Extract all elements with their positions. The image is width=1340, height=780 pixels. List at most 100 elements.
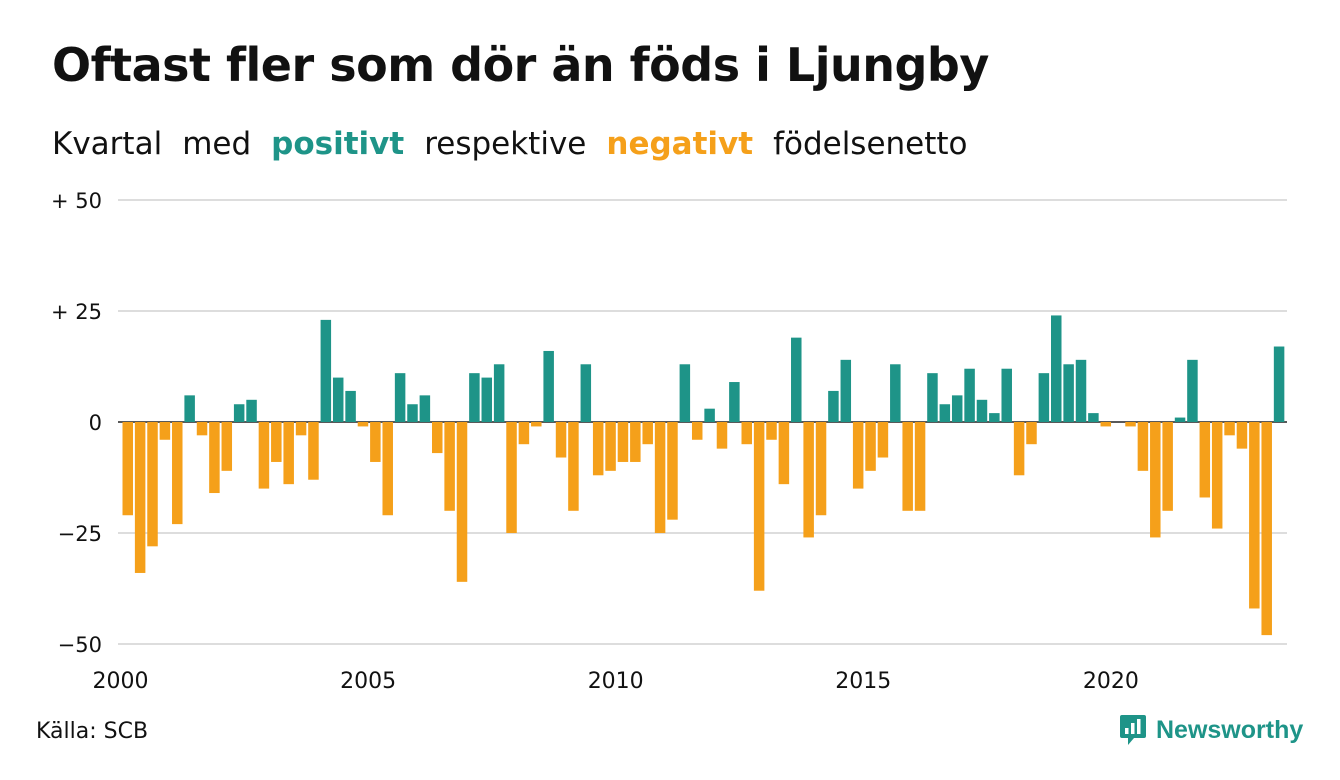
bar	[890, 364, 901, 422]
bar	[914, 422, 926, 511]
bar	[159, 422, 171, 440]
bar	[605, 422, 616, 471]
y-tick-label: 0	[89, 411, 102, 435]
bar	[1162, 422, 1173, 511]
bar	[927, 373, 938, 422]
bar	[555, 422, 567, 458]
subtitle-word: respektive	[424, 126, 587, 162]
bar	[233, 404, 245, 422]
bar	[729, 382, 740, 422]
bar	[283, 422, 294, 485]
bar	[1125, 422, 1136, 427]
x-tick-label: 2010	[588, 669, 644, 694]
bar	[332, 377, 344, 422]
x-tick-label: 2020	[1083, 669, 1139, 694]
bar	[1137, 422, 1149, 471]
bar	[989, 413, 1000, 422]
y-tick-label: + 25	[51, 300, 102, 324]
bar	[951, 395, 963, 422]
bar	[704, 408, 715, 422]
bar	[246, 399, 257, 422]
bar	[209, 422, 220, 494]
brand-logo: Newsworthy	[1118, 714, 1303, 746]
bar	[877, 422, 889, 458]
bar	[531, 422, 542, 427]
bar	[370, 422, 381, 462]
bar	[976, 399, 988, 422]
subtitle-positive-label: positivt	[271, 126, 405, 162]
bar	[778, 422, 790, 485]
bar	[172, 422, 183, 525]
bar	[964, 368, 975, 422]
bar	[147, 422, 158, 547]
bar	[543, 350, 554, 422]
bar	[592, 422, 604, 476]
bar	[184, 395, 195, 422]
bar	[1174, 417, 1186, 422]
bar	[803, 422, 814, 538]
bar	[828, 390, 839, 422]
source-note: Källa: SCB	[36, 719, 149, 744]
bar	[642, 422, 653, 445]
bar	[840, 359, 852, 422]
chart-title: Oftast fler som dör än föds i Ljungby	[52, 38, 989, 92]
bar	[1150, 422, 1161, 538]
bar	[1038, 373, 1050, 422]
y-tick-label: −25	[58, 522, 102, 546]
x-tick-label: 2000	[93, 669, 149, 694]
bar	[518, 422, 530, 445]
bar	[493, 364, 505, 422]
chart-subtitle: Kvartal med positivt respektive negativt föde…	[52, 126, 988, 162]
subtitle-word: med	[182, 126, 252, 162]
bar	[308, 422, 319, 480]
bar	[852, 422, 864, 489]
bar	[1224, 422, 1235, 436]
subtitle-negative-label: negativt	[606, 126, 754, 162]
bar	[258, 422, 270, 489]
bar	[1100, 422, 1112, 427]
bar	[382, 422, 393, 516]
bar	[419, 395, 431, 422]
bar	[432, 422, 443, 454]
bar	[766, 422, 777, 440]
subtitle-word: Kvartal	[52, 126, 163, 162]
bar	[407, 404, 418, 422]
bar	[506, 422, 517, 533]
y-tick-label: −50	[58, 633, 102, 657]
bar	[444, 422, 455, 511]
bar	[196, 422, 208, 436]
bar	[617, 422, 629, 462]
bar	[295, 422, 307, 436]
bar	[1187, 359, 1198, 422]
x-tick-label: 2015	[835, 669, 891, 694]
bar	[865, 422, 876, 471]
bar	[1001, 368, 1012, 422]
x-tick-label: 2005	[340, 669, 396, 694]
bar	[481, 377, 493, 422]
bar	[716, 422, 728, 449]
bar	[568, 422, 579, 511]
bar	[345, 390, 356, 422]
bar	[1261, 422, 1272, 636]
bar	[1063, 364, 1074, 422]
bar	[1051, 315, 1062, 422]
bar	[456, 422, 468, 582]
bar	[271, 422, 282, 462]
bar	[630, 422, 641, 462]
bar	[679, 364, 691, 422]
bar	[394, 373, 406, 422]
bar	[221, 422, 233, 471]
bar	[902, 422, 913, 511]
bar	[357, 422, 369, 427]
bar	[1273, 346, 1285, 422]
bar	[691, 422, 703, 440]
bar	[815, 422, 827, 516]
bar	[741, 422, 752, 445]
bar	[791, 337, 802, 422]
bar	[654, 422, 666, 533]
bar	[667, 422, 678, 520]
bar	[1026, 422, 1037, 445]
bar	[1075, 359, 1087, 422]
bar-chart: + 50 + 25 0 −25 −50 2000 2005 2010 2015 2020	[51, 189, 1287, 694]
bar	[580, 364, 592, 422]
